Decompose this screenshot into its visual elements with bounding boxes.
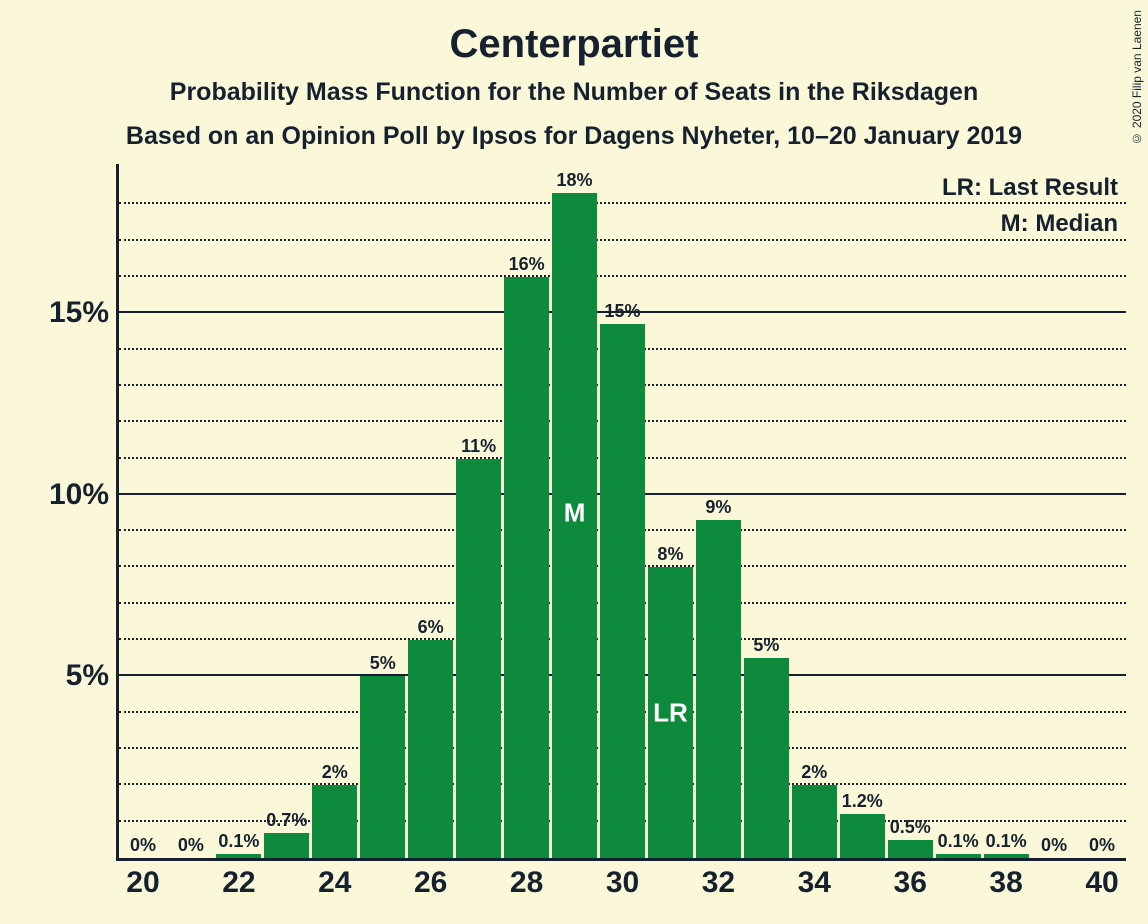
chart-plot-area: LR: Last Result M: Median 5%10%15%0%0%0.… <box>119 168 1126 858</box>
bar-value-label: 0.1% <box>218 831 259 854</box>
x-tick-label: 22 <box>222 858 255 900</box>
last-result-marker: LR <box>653 697 688 728</box>
bar-value-label: 0.7% <box>266 810 307 833</box>
x-tick-label: 20 <box>126 858 159 900</box>
chart-subtitle-2: Based on an Opinion Poll by Ipsos for Da… <box>0 122 1148 151</box>
bar: 0.5% <box>888 840 933 858</box>
median-marker: M <box>564 498 586 529</box>
bar-value-label: 5% <box>370 653 396 676</box>
bar-value-label: 2% <box>801 762 827 785</box>
bar: 6% <box>408 640 453 858</box>
grid-minor <box>119 275 1126 277</box>
y-axis <box>116 164 119 858</box>
bar: 18%M <box>552 193 597 858</box>
x-tick-label: 24 <box>318 858 351 900</box>
bar-value-label: 16% <box>509 254 545 277</box>
bar-value-label: 11% <box>461 436 496 459</box>
x-tick-label: 38 <box>989 858 1022 900</box>
y-tick-label: 5% <box>66 659 119 693</box>
grid-minor <box>119 202 1126 204</box>
grid-minor <box>119 239 1126 241</box>
bar-value-label: 0% <box>178 835 204 858</box>
legend-last-result: LR: Last Result <box>942 174 1118 202</box>
x-tick-label: 32 <box>702 858 735 900</box>
bar: 5% <box>744 658 789 858</box>
y-tick-label: 10% <box>49 478 119 512</box>
x-tick-label: 26 <box>414 858 447 900</box>
bar: 8%LR <box>648 567 693 858</box>
bar-value-label: 8% <box>657 544 683 567</box>
bar-value-label: 0.1% <box>986 831 1027 854</box>
chart-title: Centerpartiet <box>0 22 1148 67</box>
bar: 15% <box>600 324 645 858</box>
bar-value-label: 6% <box>418 617 444 640</box>
x-tick-label: 28 <box>510 858 543 900</box>
y-tick-label: 15% <box>49 296 119 330</box>
bar: 2% <box>792 785 837 858</box>
x-tick-label: 30 <box>606 858 639 900</box>
bar: 9% <box>696 520 741 858</box>
bar-value-label: 15% <box>604 301 640 324</box>
bar-value-label: 0.5% <box>890 817 931 840</box>
bar: 2% <box>312 785 357 858</box>
legend-median: M: Median <box>1001 210 1118 238</box>
bar: 11% <box>456 459 501 858</box>
bar-value-label: 9% <box>705 497 731 520</box>
bar-value-label: 5% <box>753 635 779 658</box>
bar-value-label: 2% <box>322 762 348 785</box>
bar: 1.2% <box>840 814 885 858</box>
copyright-text: © 2020 Filip van Laenen <box>1130 10 1144 145</box>
x-tick-label: 40 <box>1085 858 1118 900</box>
bar-value-label: 0% <box>1041 835 1067 858</box>
x-tick-label: 34 <box>798 858 831 900</box>
bar-value-label: 18% <box>557 170 593 193</box>
bar-value-label: 1.2% <box>842 791 883 814</box>
bar: 16% <box>504 277 549 858</box>
bar: 5% <box>360 676 405 858</box>
chart-subtitle-1: Probability Mass Function for the Number… <box>0 78 1148 107</box>
bar-value-label: 0% <box>1089 835 1115 858</box>
bar: 0.7% <box>264 833 309 858</box>
bar-value-label: 0% <box>130 835 156 858</box>
bar-value-label: 0.1% <box>938 831 979 854</box>
x-tick-label: 36 <box>894 858 927 900</box>
